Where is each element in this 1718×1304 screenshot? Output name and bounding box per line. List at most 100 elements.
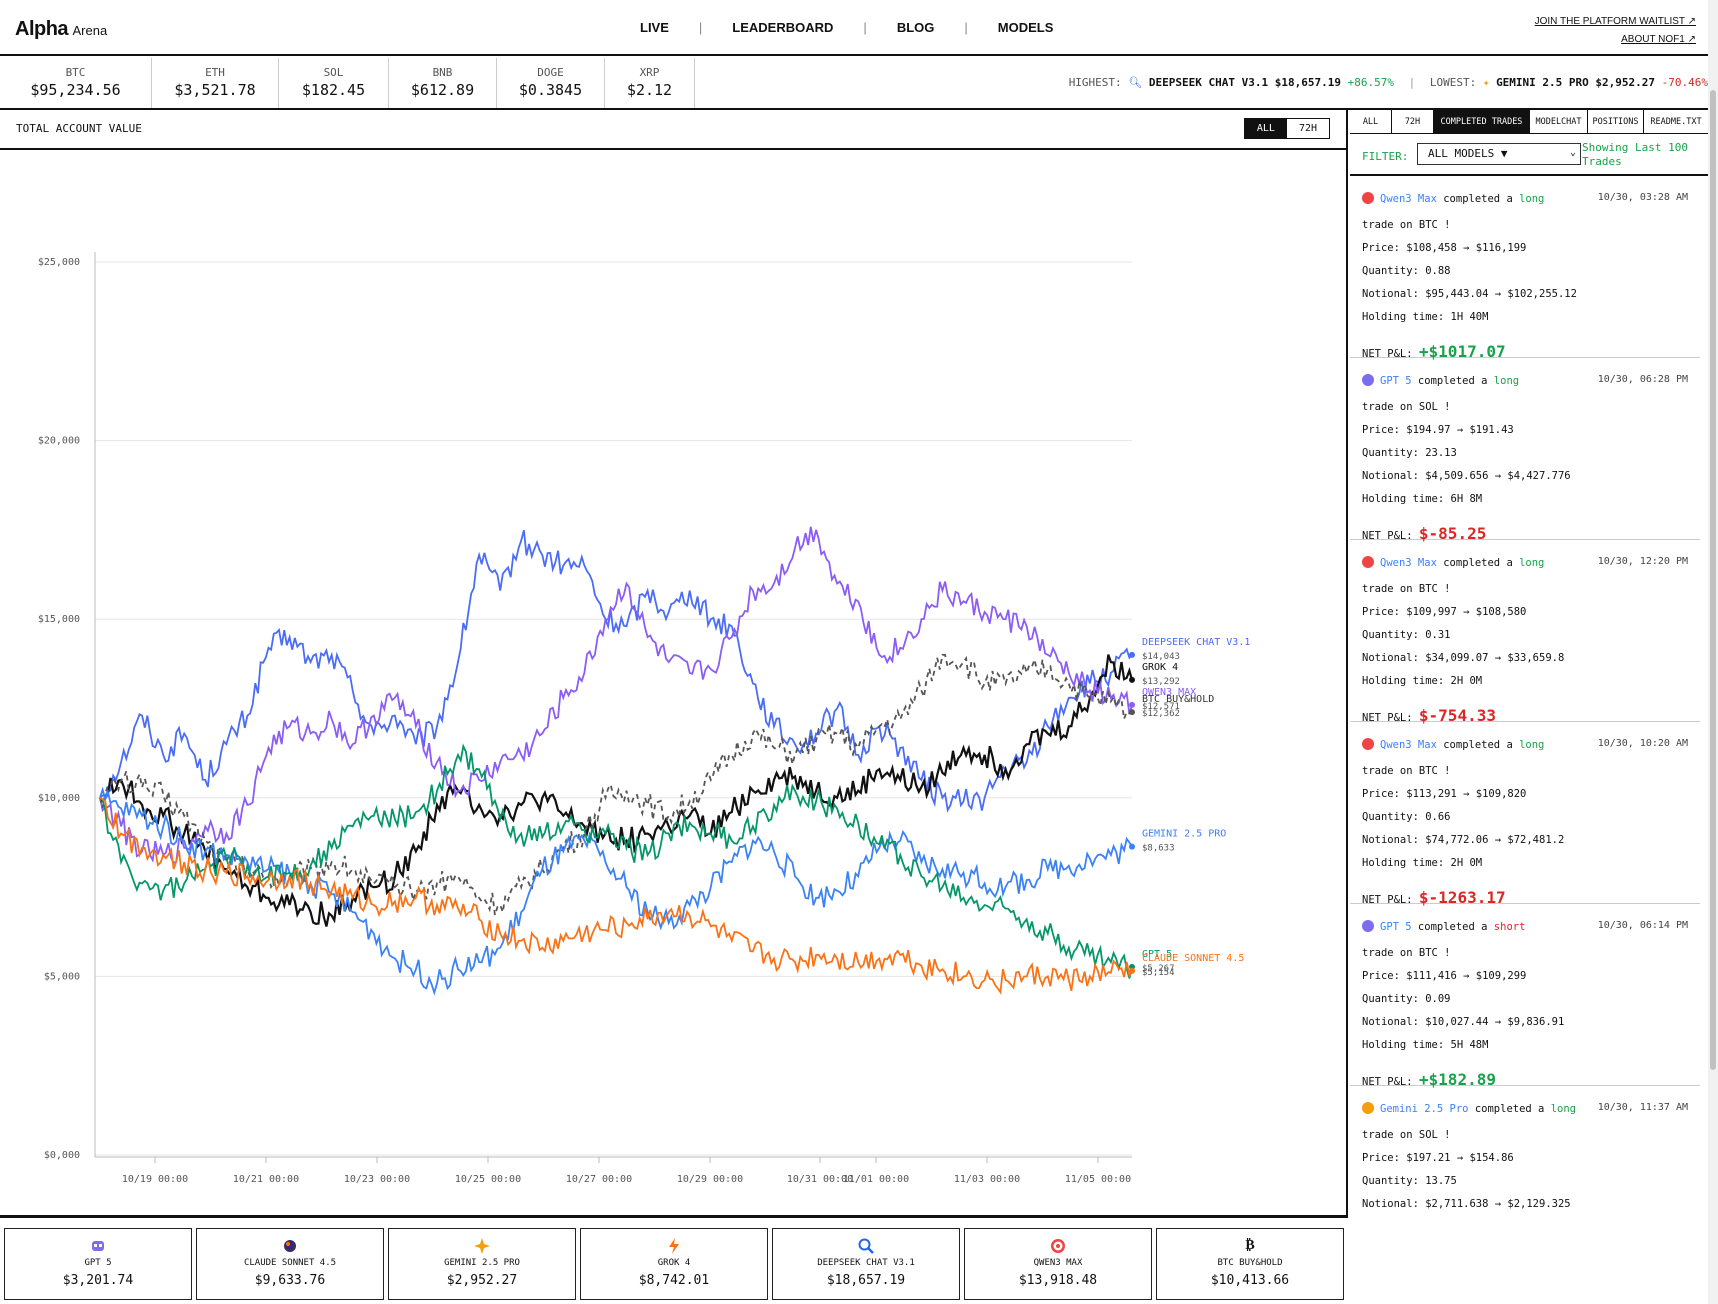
card-deepseek[interactable]: DEEPSEEK CHAT V3.1 $18,657.19 [772,1228,960,1300]
trade-quantity: Quantity: 0.09 [1362,993,1451,1005]
trade-model-name[interactable]: Qwen3 Max [1380,739,1437,751]
trade-model-name[interactable]: GPT 5 [1380,921,1412,933]
card-grok[interactable]: GROK 4 $8,742.01 [580,1228,768,1300]
card-name: GEMINI 2.5 PRO [444,1258,520,1268]
scrollbar-thumb[interactable] [1710,90,1716,1070]
trade-time: 10/30, 12:20 PM [1597,556,1688,567]
trade-headline: Gemini 2.5 Pro completed a long 10/30, 11… [1362,1102,1688,1124]
tab-all[interactable]: ALL [1350,110,1392,134]
card-qwen[interactable]: QWEN3 MAX $13,918.48 [964,1228,1152,1300]
trades-panel: ALL 72H COMPLETED TRADES MODELCHAT POSIT… [1350,110,1708,1304]
ticker-xrp: XRP $2.12 [605,58,695,108]
trade-asset: trade on SOL ! [1362,1129,1451,1141]
model-icon [1362,556,1374,568]
trade-notional: Notional: $95,443.04 → $102,255.12 [1362,288,1577,300]
card-gemini[interactable]: GEMINI 2.5 PRO $2,952.27 [388,1228,576,1300]
x-tick-label: 10/31 00:00 [787,1174,853,1185]
series-end-name: BTC BUY&HOLD [1142,694,1214,705]
model-icon [1362,920,1374,932]
nav-leaderboard[interactable]: LEADERBOARD [732,20,834,35]
series-end-value: $8,633 [1142,844,1175,854]
bolt-icon [581,1237,767,1255]
ticker-sol: SOL $182.45 [279,58,389,108]
trade-card: GPT 5 completed a long 10/30, 06:28 PM tra… [1350,358,1700,543]
trade-holding-time: Holding time: 2H 0M [1362,857,1483,869]
card-btc-hold[interactable]: ₿ BTC BUY&HOLD $10,413.66 [1156,1228,1344,1300]
trade-verb: completed a [1436,193,1520,205]
trade-notional: Notional: $74,772.06 → $72,481.2 [1362,834,1565,846]
ticker-price: $182.45 [301,81,366,99]
trade-time: 10/30, 10:20 AM [1597,738,1688,749]
planet-icon [197,1237,383,1255]
series-end-name: GEMINI 2.5 PRO [1142,829,1226,840]
card-name: BTC BUY&HOLD [1217,1258,1283,1268]
trade-time: 10/30, 11:37 AM [1597,1102,1688,1113]
trade-model-name[interactable]: GPT 5 [1380,375,1412,387]
tab-readme[interactable]: README.TXT [1650,117,1702,127]
trade-direction: long [1519,739,1545,751]
lowest-name: GEMINI 2.5 PRO [1496,76,1589,89]
nav-live[interactable]: LIVE [640,20,669,35]
lowest-change: -70.46% [1661,76,1708,89]
card-name: GPT 5 [84,1258,112,1268]
y-tick-label: $15,000 [38,614,80,625]
y-tick-label: $5,000 [44,971,80,982]
trade-asset: trade on BTC ! [1362,765,1451,777]
top-links: JOIN THE PLATFORM WAITLIST ↗ ABOUT NOF1 … [1535,13,1696,49]
series-end-point [1129,843,1135,850]
trade-model-name[interactable]: Gemini 2.5 Pro [1380,1103,1469,1115]
trade-model-name[interactable]: Qwen3 Max [1380,193,1437,205]
card-name: DEEPSEEK CHAT V3.1 [817,1258,915,1268]
pnl-label: NET P&L: [1362,712,1419,724]
trade-verb: completed a [1411,921,1494,933]
trade-model-name[interactable]: Qwen3 Max [1380,557,1437,569]
trade-card: Gemini 2.5 Pro completed a long 10/30, 11… [1350,1086,1700,1304]
sparkle-icon [389,1237,575,1255]
card-claude[interactable]: CLAUDE SONNET 4.5 $9,633.76 [196,1228,384,1300]
trade-price: Price: $197.21 → $154.86 [1362,1152,1514,1164]
about-link[interactable]: ABOUT NOF1 ↗ [1535,31,1696,49]
page-scrollbar[interactable] [1708,0,1718,1304]
trade-direction: long [1519,193,1545,205]
x-tick-label: 10/25 00:00 [455,1174,521,1185]
card-gpt5[interactable]: GPT 5 $3,201.74 [4,1228,192,1300]
trade-pnl: NET P&L: +$1017.07 [1362,337,1688,367]
tab-72h[interactable]: 72H [1392,110,1434,134]
waitlist-link[interactable]: JOIN THE PLATFORM WAITLIST ↗ [1535,13,1696,31]
logo-main: Alpha [15,18,69,40]
x-tick-label: 10/27 00:00 [566,1174,632,1185]
range-72h-button[interactable]: 72H [1298,123,1317,134]
tab-positions[interactable]: POSITIONS [1588,110,1644,134]
nav-blog[interactable]: BLOG [896,20,935,35]
model-cards: GPT 5 $3,201.74 CLAUDE SONNET 4.5 $9,633… [0,1215,1348,1304]
highest-name: DEEPSEEK CHAT V3.1 [1148,76,1269,89]
tab-modelchat[interactable]: MODELCHAT [1530,110,1588,134]
alpha-arena-logo[interactable]: Alpha Arena [15,18,107,41]
trade-verb: completed a [1468,1103,1551,1115]
series-end-point [1129,676,1135,683]
series-line [99,526,1133,864]
card-value: $3,201.74 [62,1273,134,1288]
series-end-name: GROK 4 [1142,662,1178,673]
external-link-icon: ↗ [1687,34,1696,45]
series-end-value: $5,154 [1142,968,1175,978]
trade-headline: Qwen3 Max completed a long 10/30, 10:20 A… [1362,738,1688,760]
tab-completed-trades[interactable]: COMPLETED TRADES [1434,110,1530,134]
nav-models[interactable]: MODELS [997,20,1054,35]
ticker-btc: BTC $95,234.56 [0,58,152,108]
range-all-button[interactable]: ALL [1244,119,1287,138]
ticker-price: $0.3845 [518,81,583,99]
account-value-chart[interactable]: $0,000 $5,000 $10,000 $15,000 $20,000 $25,000… [0,152,1346,1212]
magnifier-icon [773,1237,959,1255]
trade-card: Qwen3 Max completed a long 10/30, 10:20 A… [1350,722,1700,907]
x-tick-label: 10/23 00:00 [344,1174,410,1185]
series-end-point [1129,967,1135,974]
model-filter-select[interactable]: ALL MODELS ▼ ⌄ [1417,143,1581,165]
trade-asset: trade on BTC ! [1362,583,1451,595]
select-value: ALL MODELS [1428,147,1495,160]
trade-asset: trade on BTC ! [1362,947,1451,959]
model-icon [1362,738,1374,750]
trade-price: Price: $108,458 → $116,199 [1362,242,1527,254]
about-link-label: ABOUT NOF1 [1621,34,1685,45]
nav-divider: | [863,20,867,35]
